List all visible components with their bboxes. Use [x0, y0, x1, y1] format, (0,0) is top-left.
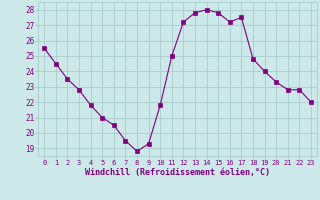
X-axis label: Windchill (Refroidissement éolien,°C): Windchill (Refroidissement éolien,°C): [85, 168, 270, 177]
